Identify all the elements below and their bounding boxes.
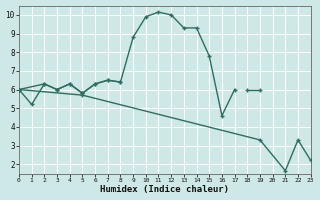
- X-axis label: Humidex (Indice chaleur): Humidex (Indice chaleur): [100, 185, 229, 194]
